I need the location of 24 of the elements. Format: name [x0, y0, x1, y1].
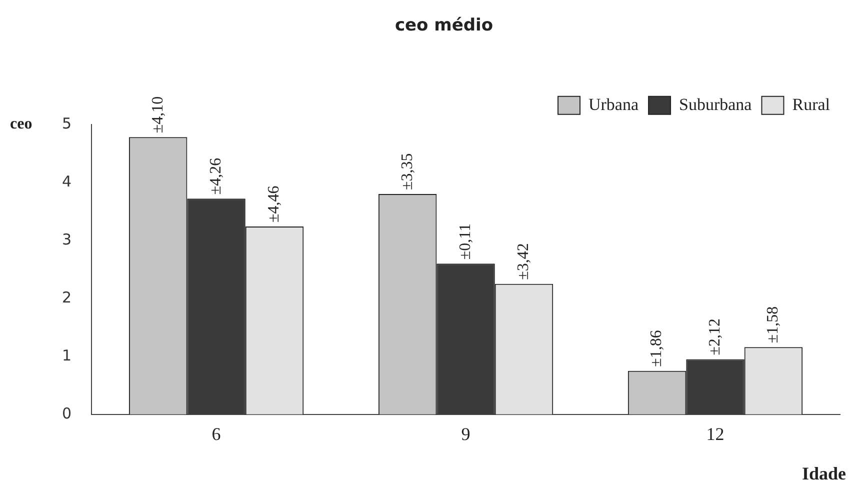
legend-label: Rural	[792, 94, 830, 114]
legend-label: Suburbana	[679, 94, 752, 114]
annotation: ±0,11	[456, 223, 474, 260]
x-tick-label: 12	[706, 424, 724, 444]
chart-title: ceo médio	[394, 16, 494, 36]
x-axis-title: Idade	[802, 464, 846, 484]
annotation: ±3,42	[515, 243, 532, 280]
y-axis-title: ceo	[10, 116, 32, 133]
annotation: ±4,10	[149, 96, 166, 134]
x-tick-label: 9	[461, 424, 470, 444]
x-tick-label: 6	[212, 424, 221, 444]
y-tick-label: 2	[62, 288, 72, 306]
y-tick-label: 1	[62, 346, 72, 364]
annotation: ±4,46	[266, 186, 283, 222]
y-tick-label: 4	[62, 172, 72, 190]
y-tick-label: 3	[62, 230, 72, 248]
annotation: ±1,58	[764, 306, 782, 344]
annotation: ±1,86	[648, 330, 666, 367]
y-tick-label: 0	[62, 404, 72, 422]
annotation: ±3,35	[398, 153, 416, 190]
annotation: ±4,26	[207, 158, 224, 195]
legend-label: Urbana	[588, 94, 639, 114]
annotation: ±2,12	[706, 318, 724, 356]
y-tick-label: 5	[62, 114, 72, 132]
